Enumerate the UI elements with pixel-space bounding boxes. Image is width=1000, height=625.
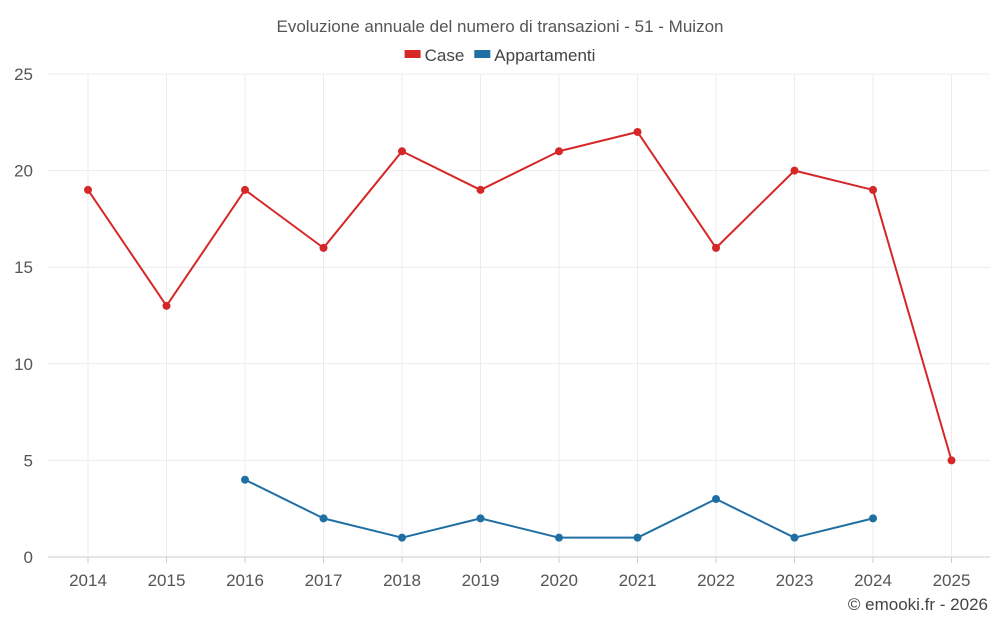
legend-item: Case	[404, 46, 465, 65]
data-point	[790, 166, 799, 175]
data-point	[319, 243, 328, 252]
chart-title: Evoluzione annuale del numero di transaz…	[277, 17, 724, 36]
data-point	[712, 243, 720, 252]
legend-swatch	[404, 50, 421, 58]
series-line	[87, 130, 953, 461]
x-tick-label: 2017	[305, 571, 343, 590]
credit-text: © emooki.fr - 2026	[848, 595, 988, 614]
legend-item: Appartamenti	[474, 46, 595, 65]
legend-label: Case	[425, 46, 465, 65]
x-axis: 2014 2015 2016 2017 2018 2019 2020 2021 2022 2023…	[69, 557, 970, 590]
series-appartamenti	[241, 475, 877, 542]
y-tick-label: 10	[14, 355, 33, 374]
y-tick-label: 25	[14, 65, 33, 84]
data-point	[398, 533, 406, 542]
y-tick-label: 0	[24, 548, 33, 567]
data-point	[476, 514, 485, 523]
x-tick-label: 2016	[226, 571, 264, 590]
series-layer	[84, 127, 956, 542]
data-point	[555, 147, 563, 156]
y-tick-label: 20	[14, 162, 33, 181]
data-point	[869, 185, 877, 194]
y-tick-label: 5	[24, 451, 33, 470]
data-point	[162, 301, 171, 310]
x-tick-label: 2021	[619, 571, 657, 590]
y-axis: 0 5 10 15 20 25	[14, 65, 33, 567]
y-tick-label: 15	[14, 258, 33, 277]
legend-label: Appartamenti	[494, 46, 595, 65]
data-point	[869, 514, 877, 523]
series-case	[84, 127, 956, 465]
x-tick-label: 2025	[933, 571, 971, 590]
data-point	[555, 533, 563, 542]
x-tick-label: 2018	[383, 571, 421, 590]
data-point	[398, 147, 406, 156]
data-point	[319, 514, 328, 523]
legend: Case Appartamenti	[404, 46, 595, 65]
data-point	[790, 533, 799, 542]
data-point	[947, 456, 956, 465]
data-point	[241, 475, 249, 484]
legend-swatch	[474, 50, 491, 58]
x-tick-label: 2020	[540, 571, 578, 590]
data-point	[84, 185, 92, 194]
x-tick-label: 2015	[148, 571, 186, 590]
grid	[48, 73, 990, 558]
x-tick-label: 2024	[854, 571, 892, 590]
x-tick-label: 2022	[697, 571, 735, 590]
data-point	[633, 127, 642, 136]
data-point	[712, 495, 720, 504]
x-tick-label: 2023	[776, 571, 814, 590]
x-tick-label: 2019	[462, 571, 500, 590]
data-point	[476, 185, 485, 194]
data-point	[241, 185, 249, 194]
data-point	[633, 533, 642, 542]
x-tick-label: 2014	[69, 571, 107, 590]
